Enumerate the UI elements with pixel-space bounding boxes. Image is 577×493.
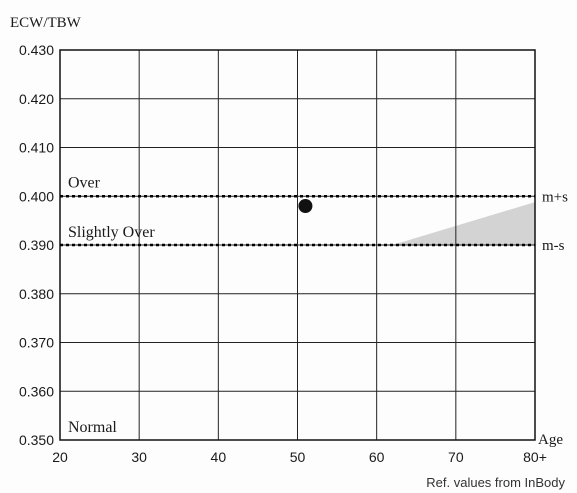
reference-line-label: m+s: [542, 189, 568, 205]
reference-line-label: m-s: [542, 238, 565, 254]
x-tick-label: 50: [290, 449, 306, 465]
y-tick-label: 0.430: [19, 42, 54, 58]
y-tick-label: 0.350: [19, 432, 54, 448]
data-point: [298, 199, 313, 213]
y-tick-label: 0.360: [19, 383, 54, 399]
x-axis-label: Age: [538, 432, 563, 448]
zone-label: Normal: [68, 419, 117, 436]
y-tick-label: 0.370: [19, 335, 54, 351]
y-tick-label: 0.400: [19, 188, 54, 204]
footnote: Ref. values from InBody: [426, 475, 565, 490]
y-tick-label: 0.390: [19, 237, 54, 253]
y-tick-label: 0.380: [19, 286, 54, 302]
y-tick-label: 0.410: [19, 140, 54, 156]
y-tick-label: 0.420: [19, 91, 54, 107]
y-axis-label: ECW/TBW: [10, 15, 82, 31]
x-tick-label: 70: [448, 449, 464, 465]
x-tick-label: 40: [211, 449, 227, 465]
reference-shaded-band: [392, 202, 535, 245]
x-tick-label: 60: [369, 449, 385, 465]
x-tick-label: 80+: [523, 449, 547, 465]
zone-label: Slightly Over: [68, 224, 155, 241]
x-tick-label: 20: [52, 449, 68, 465]
x-tick-label: 30: [131, 449, 147, 465]
zone-label: Over: [68, 174, 101, 191]
